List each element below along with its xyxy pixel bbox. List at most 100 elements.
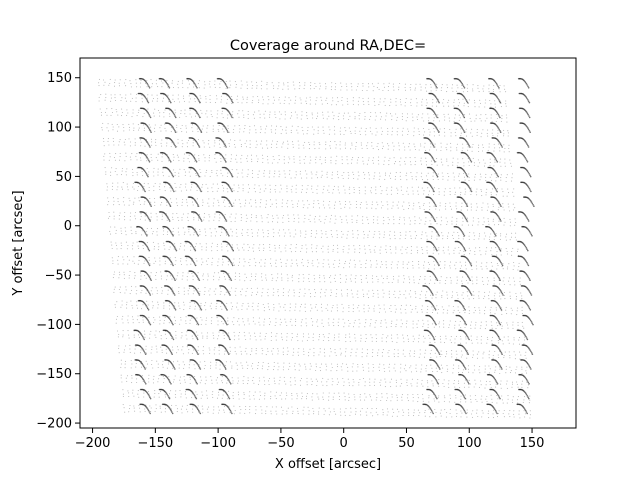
coverage-point: [475, 398, 477, 401]
coverage-point: [251, 232, 253, 234]
coverage-point: [481, 395, 483, 397]
coverage-point: [254, 335, 256, 338]
coverage-point: [223, 353, 226, 355]
coverage-point: [405, 322, 407, 325]
coverage-point: [193, 287, 195, 289]
coverage-point: [495, 380, 497, 382]
coverage-point: [503, 294, 505, 296]
coverage-point: [356, 219, 358, 221]
coverage-point: [144, 353, 147, 356]
coverage-point: [500, 321, 502, 324]
coverage-point: [388, 219, 390, 221]
coverage-point: [206, 263, 208, 266]
coverage-point: [164, 257, 166, 259]
coverage-point: [435, 276, 437, 279]
coverage-point: [417, 341, 420, 343]
coverage-point: [291, 274, 293, 276]
coverage-point: [357, 234, 359, 236]
coverage-point: [269, 321, 271, 323]
coverage-point: [427, 324, 429, 326]
coverage-point: [173, 234, 175, 236]
coverage-point: [291, 393, 293, 395]
coverage-point: [529, 279, 531, 282]
coverage-point: [349, 278, 351, 280]
coverage-point: [140, 366, 143, 368]
coverage-point: [436, 356, 438, 358]
coverage-point: [468, 298, 470, 300]
coverage-point: [350, 352, 352, 354]
coverage-point: [449, 339, 451, 341]
coverage-point: [505, 239, 507, 241]
coverage-point: [365, 396, 367, 398]
coverage-point: [514, 218, 516, 220]
coverage-point: [425, 349, 427, 351]
coverage-point: [277, 369, 279, 371]
coverage-point: [209, 349, 211, 351]
coverage-point: [289, 248, 291, 250]
coverage-point: [239, 275, 241, 278]
coverage-point: [494, 313, 496, 315]
coverage-point: [318, 413, 320, 415]
coverage-point: [114, 306, 116, 308]
coverage-point: [193, 219, 195, 221]
coverage-point: [250, 205, 252, 207]
coverage-point: [181, 335, 183, 337]
coverage-point: [340, 207, 342, 209]
coverage-point: [373, 233, 375, 235]
coverage-point: [344, 411, 346, 413]
coverage-point: [189, 322, 191, 324]
coverage-point: [152, 378, 154, 380]
coverage-point: [251, 291, 253, 294]
coverage-point: [197, 408, 199, 411]
coverage-point: [408, 282, 411, 284]
coverage-point: [430, 333, 433, 335]
coverage-point: [270, 413, 272, 415]
coverage-point: [196, 407, 198, 409]
coverage-point: [171, 362, 173, 365]
coverage-point: [322, 266, 324, 268]
coverage-point: [432, 412, 435, 415]
coverage-point: [503, 416, 505, 418]
coverage-point: [495, 307, 497, 309]
coverage-point: [483, 238, 485, 240]
coverage-point: [210, 323, 212, 325]
coverage-point: [326, 365, 328, 367]
coverage-point: [175, 334, 177, 336]
coverage-point: [485, 321, 487, 323]
coverage-point: [365, 275, 368, 277]
coverage-point: [497, 264, 499, 267]
coverage-point: [453, 379, 456, 382]
coverage-point: [380, 207, 383, 209]
coverage-point: [257, 229, 260, 231]
coverage-point: [371, 278, 373, 280]
coverage-point: [461, 224, 463, 226]
coverage-point: [445, 279, 447, 282]
coverage-point: [180, 408, 182, 410]
coverage-point: [409, 278, 411, 280]
coverage-point: [264, 335, 266, 337]
coverage-point: [156, 290, 158, 292]
coverage-point: [487, 206, 489, 208]
coverage-point: [487, 413, 489, 415]
coverage-point: [392, 205, 394, 207]
coverage-point: [422, 398, 424, 400]
coverage-point: [496, 402, 498, 404]
coverage-point: [277, 362, 279, 364]
coverage-point: [529, 309, 532, 311]
coverage-point: [156, 351, 158, 353]
coverage-point: [327, 337, 329, 339]
coverage-point: [257, 309, 259, 311]
coverage-point: [237, 380, 240, 382]
coverage-point: [260, 265, 262, 267]
coverage-point: [172, 275, 174, 277]
coverage-point: [192, 338, 194, 340]
coverage-point: [221, 380, 223, 382]
coverage-point: [197, 287, 199, 289]
coverage-point: [155, 345, 157, 347]
coverage-point: [420, 371, 422, 373]
coverage-point: [328, 399, 330, 401]
coverage-point: [381, 393, 383, 395]
coverage-point: [309, 292, 312, 295]
coverage-point: [381, 396, 383, 398]
coverage-point: [504, 221, 506, 223]
